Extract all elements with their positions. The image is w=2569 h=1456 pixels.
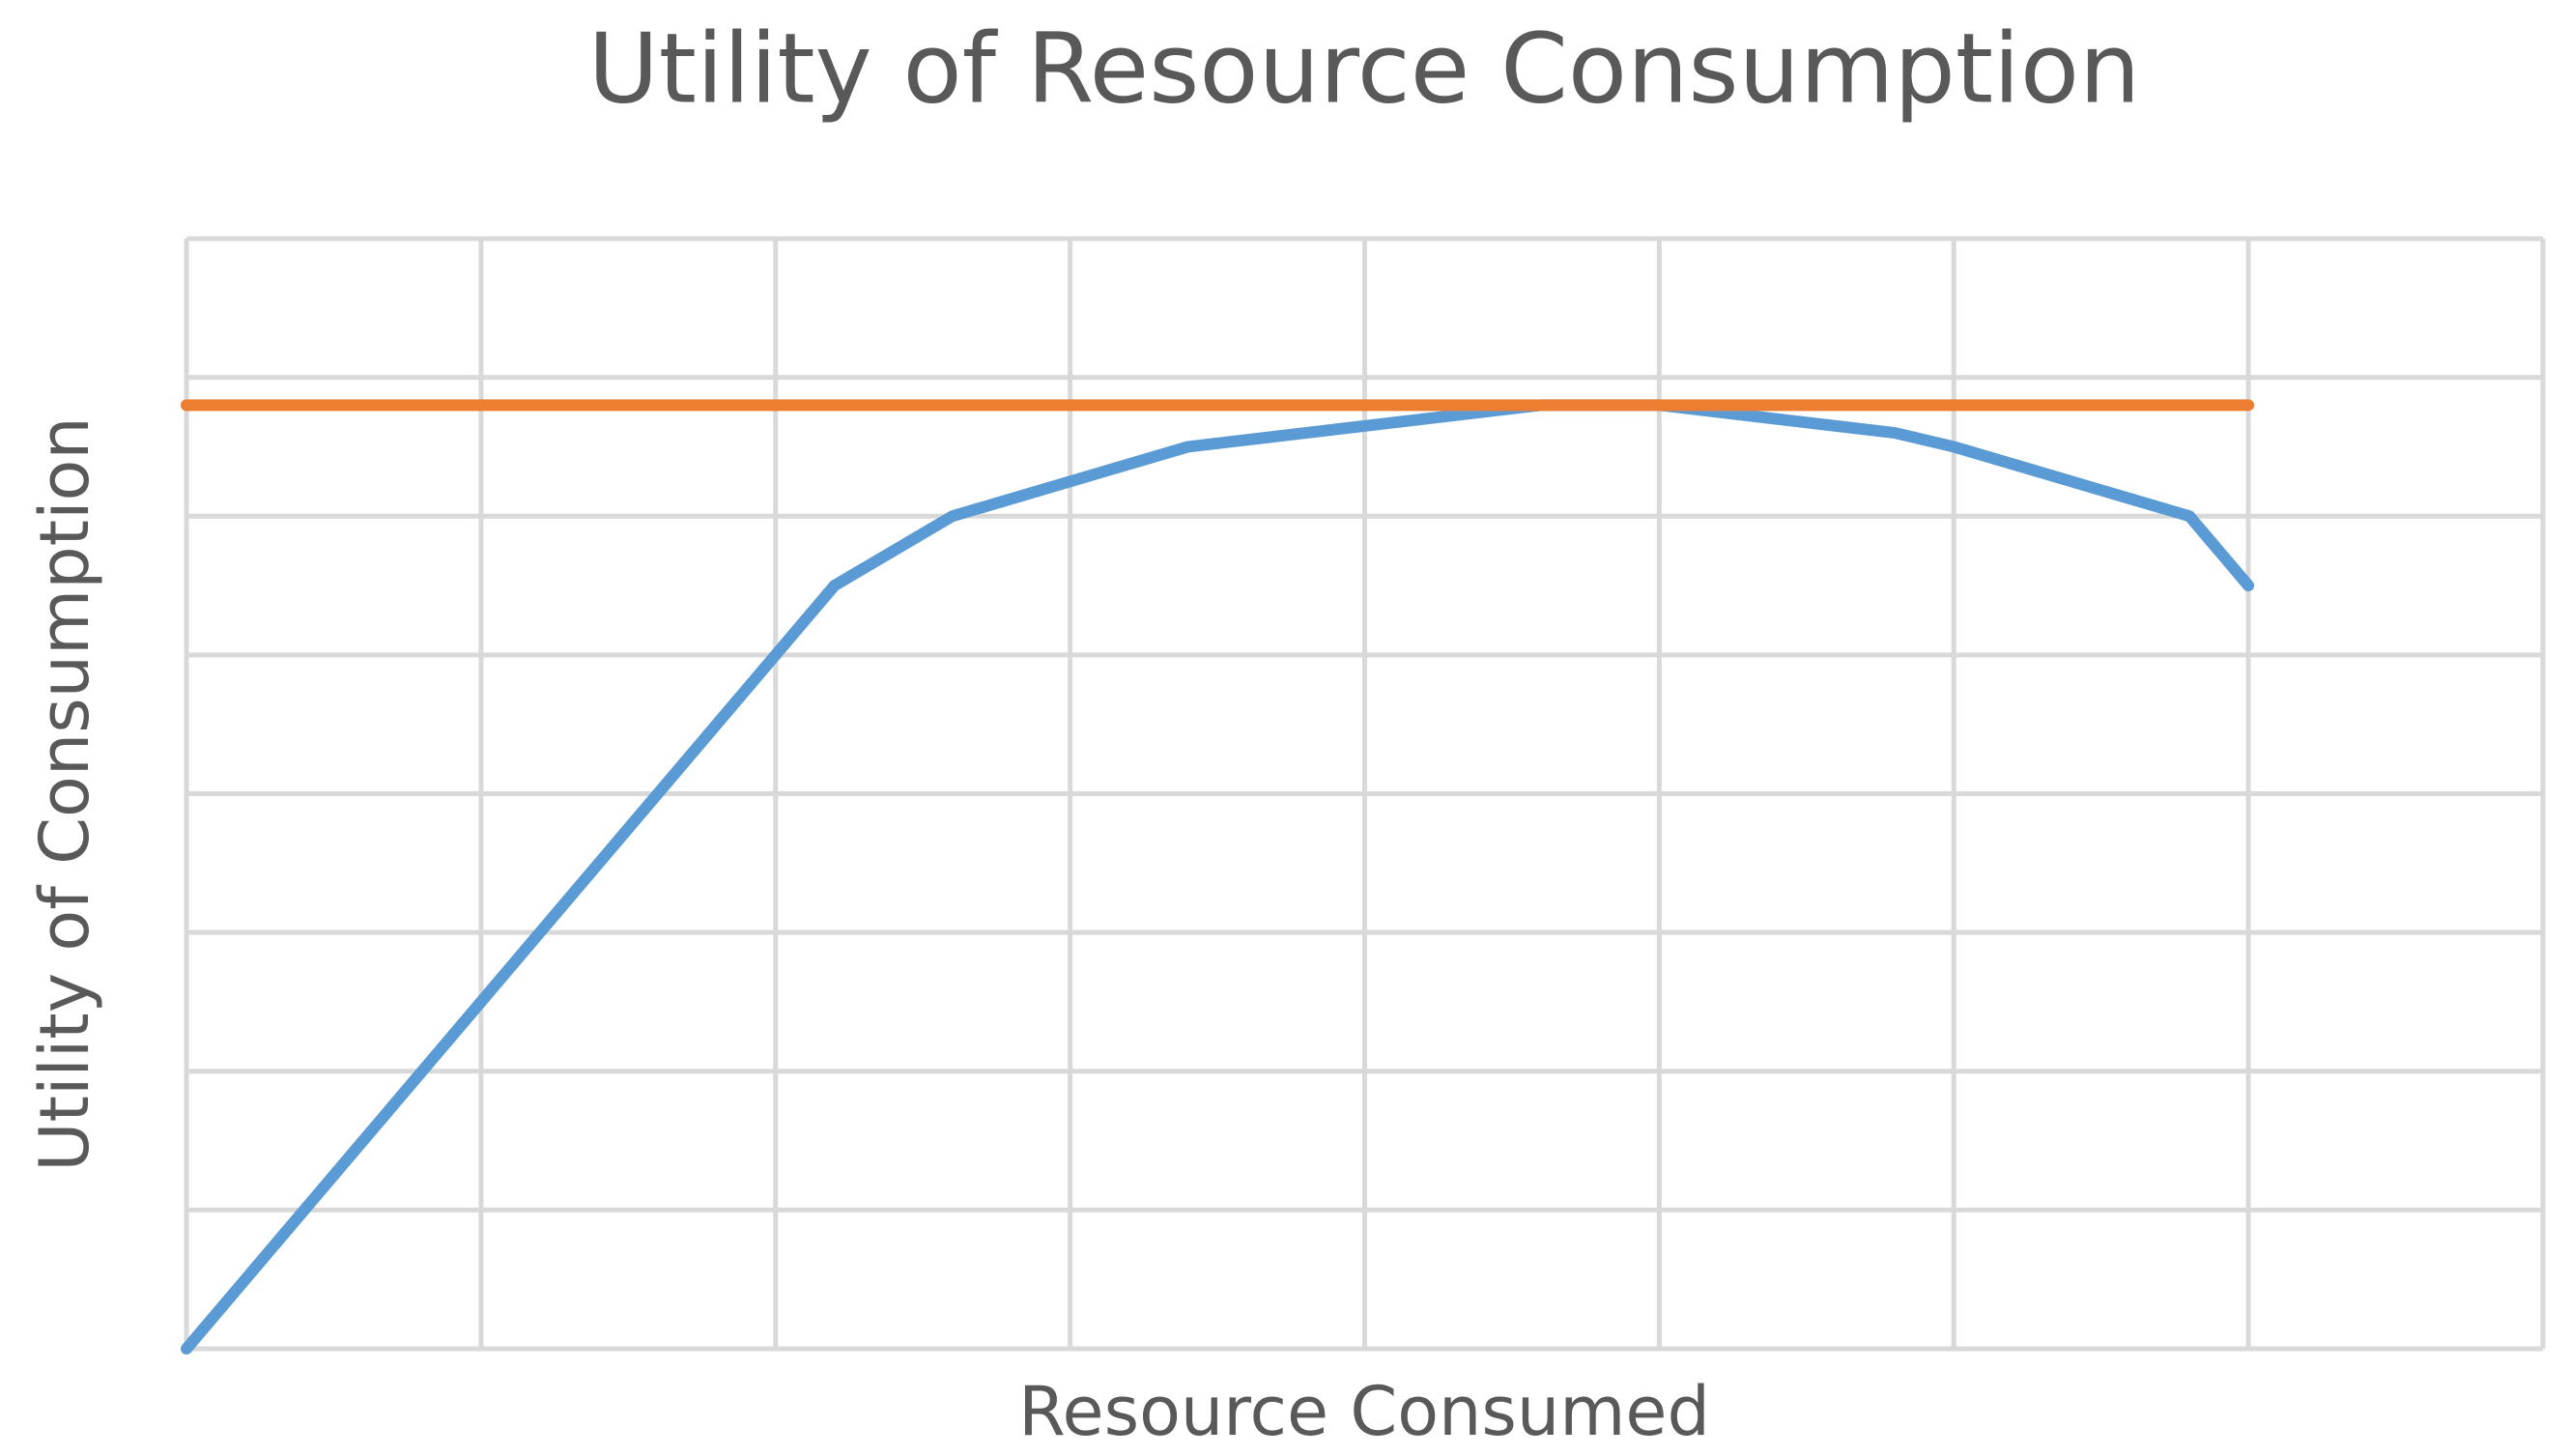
data-line bbox=[181, 399, 2255, 1355]
x-axis-label: Resource Consumed bbox=[1018, 1372, 1710, 1451]
y-axis-label: Utility of Consumption bbox=[25, 416, 104, 1171]
chart-title: Utility of Resource Consumption bbox=[588, 12, 2141, 125]
